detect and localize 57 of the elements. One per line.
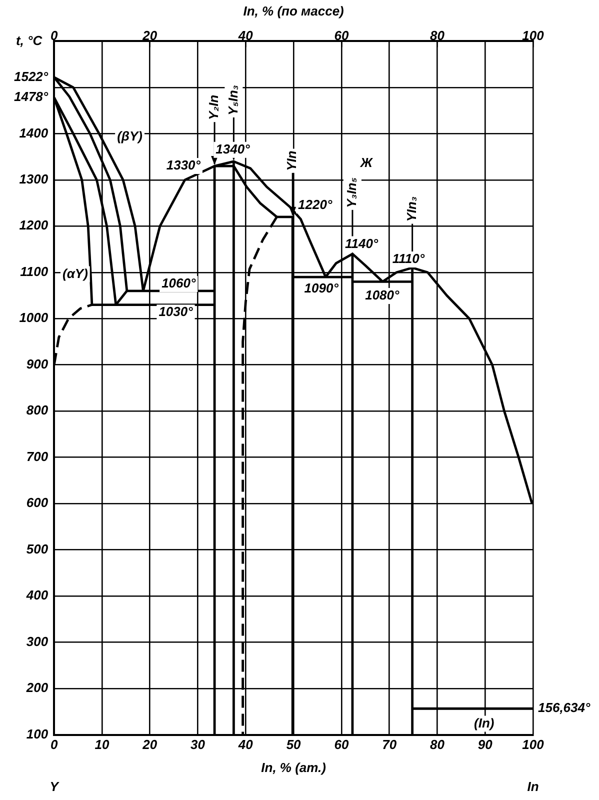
y-tick-label: 1100 xyxy=(20,264,49,279)
y-tick-label: 800 xyxy=(26,402,49,418)
annotation: Ж xyxy=(359,154,374,170)
x-tick-label: 90 xyxy=(478,737,494,752)
y-tick-label: 900 xyxy=(26,356,49,372)
y-tick-label: 1300 xyxy=(19,172,49,186)
x2-axis-title: In, % (по массе) xyxy=(243,3,344,18)
x-tick-label: 80 xyxy=(430,737,446,752)
y-tick-label: 500 xyxy=(26,541,49,556)
y-tick-label: 1400 xyxy=(19,125,49,140)
y-tick-label: 700 xyxy=(26,448,49,464)
y-tick-label: 300 xyxy=(26,634,49,649)
x2-tick-label: 20 xyxy=(142,28,158,43)
x-tick-label: 20 xyxy=(142,737,158,752)
annotation: (βY) xyxy=(117,128,142,144)
text: Y xyxy=(50,779,60,794)
annotation: 1330° xyxy=(166,158,202,173)
annotation: 1140° xyxy=(344,236,379,251)
x2-tick-label: 80 xyxy=(430,28,446,43)
x-tick-label: 60 xyxy=(334,737,350,752)
text: Y₅In₃ xyxy=(225,85,240,116)
annotation: (In) xyxy=(474,715,494,730)
y-tick-label: 200 xyxy=(25,680,49,696)
x2-tick-label: 60 xyxy=(334,28,350,43)
text: YIn₃ xyxy=(404,196,419,222)
annotation: 1060° xyxy=(162,276,196,291)
annotation: 1030° xyxy=(158,304,194,320)
text: In xyxy=(527,779,539,794)
annotation: 1340° xyxy=(216,141,251,156)
annotation: 1220° xyxy=(298,196,333,212)
x-tick-label: 40 xyxy=(237,737,254,752)
y-axis-title: t, °C xyxy=(16,32,43,48)
y-tick-label: 1000 xyxy=(19,310,49,326)
annotation: 1090° xyxy=(304,280,340,296)
x-axis-title: In, % (ат.) xyxy=(261,760,326,775)
x-tick-label: 100 xyxy=(522,737,545,752)
x-tick-label: 70 xyxy=(382,737,398,752)
y-tick-label: 1522° xyxy=(14,68,49,84)
text: Y₂In xyxy=(206,94,222,120)
x-tick-label: 0 xyxy=(50,737,58,752)
annotation: 1110° xyxy=(392,251,426,266)
x2-tick-label: 100 xyxy=(522,28,545,43)
y-tick-label: 1478° xyxy=(14,89,49,104)
annotation: 156,634° xyxy=(538,700,591,716)
x2-tick-label: 40 xyxy=(237,28,254,43)
annotation: (αY) xyxy=(62,266,88,281)
text: YIn xyxy=(284,150,300,171)
x-tick-label: 10 xyxy=(94,737,110,752)
annotation: 1080° xyxy=(365,288,400,303)
y-tick-label: 400 xyxy=(25,588,49,603)
y-tick-label: 100 xyxy=(26,726,49,742)
x2-tick-label: 0 xyxy=(50,28,58,43)
text: Y₃In₅ xyxy=(344,177,360,208)
y-tick-label: 600 xyxy=(26,495,49,510)
y-tick-label: 1200 xyxy=(19,218,49,233)
x-tick-label: 50 xyxy=(286,737,302,752)
x-tick-label: 30 xyxy=(190,737,206,752)
